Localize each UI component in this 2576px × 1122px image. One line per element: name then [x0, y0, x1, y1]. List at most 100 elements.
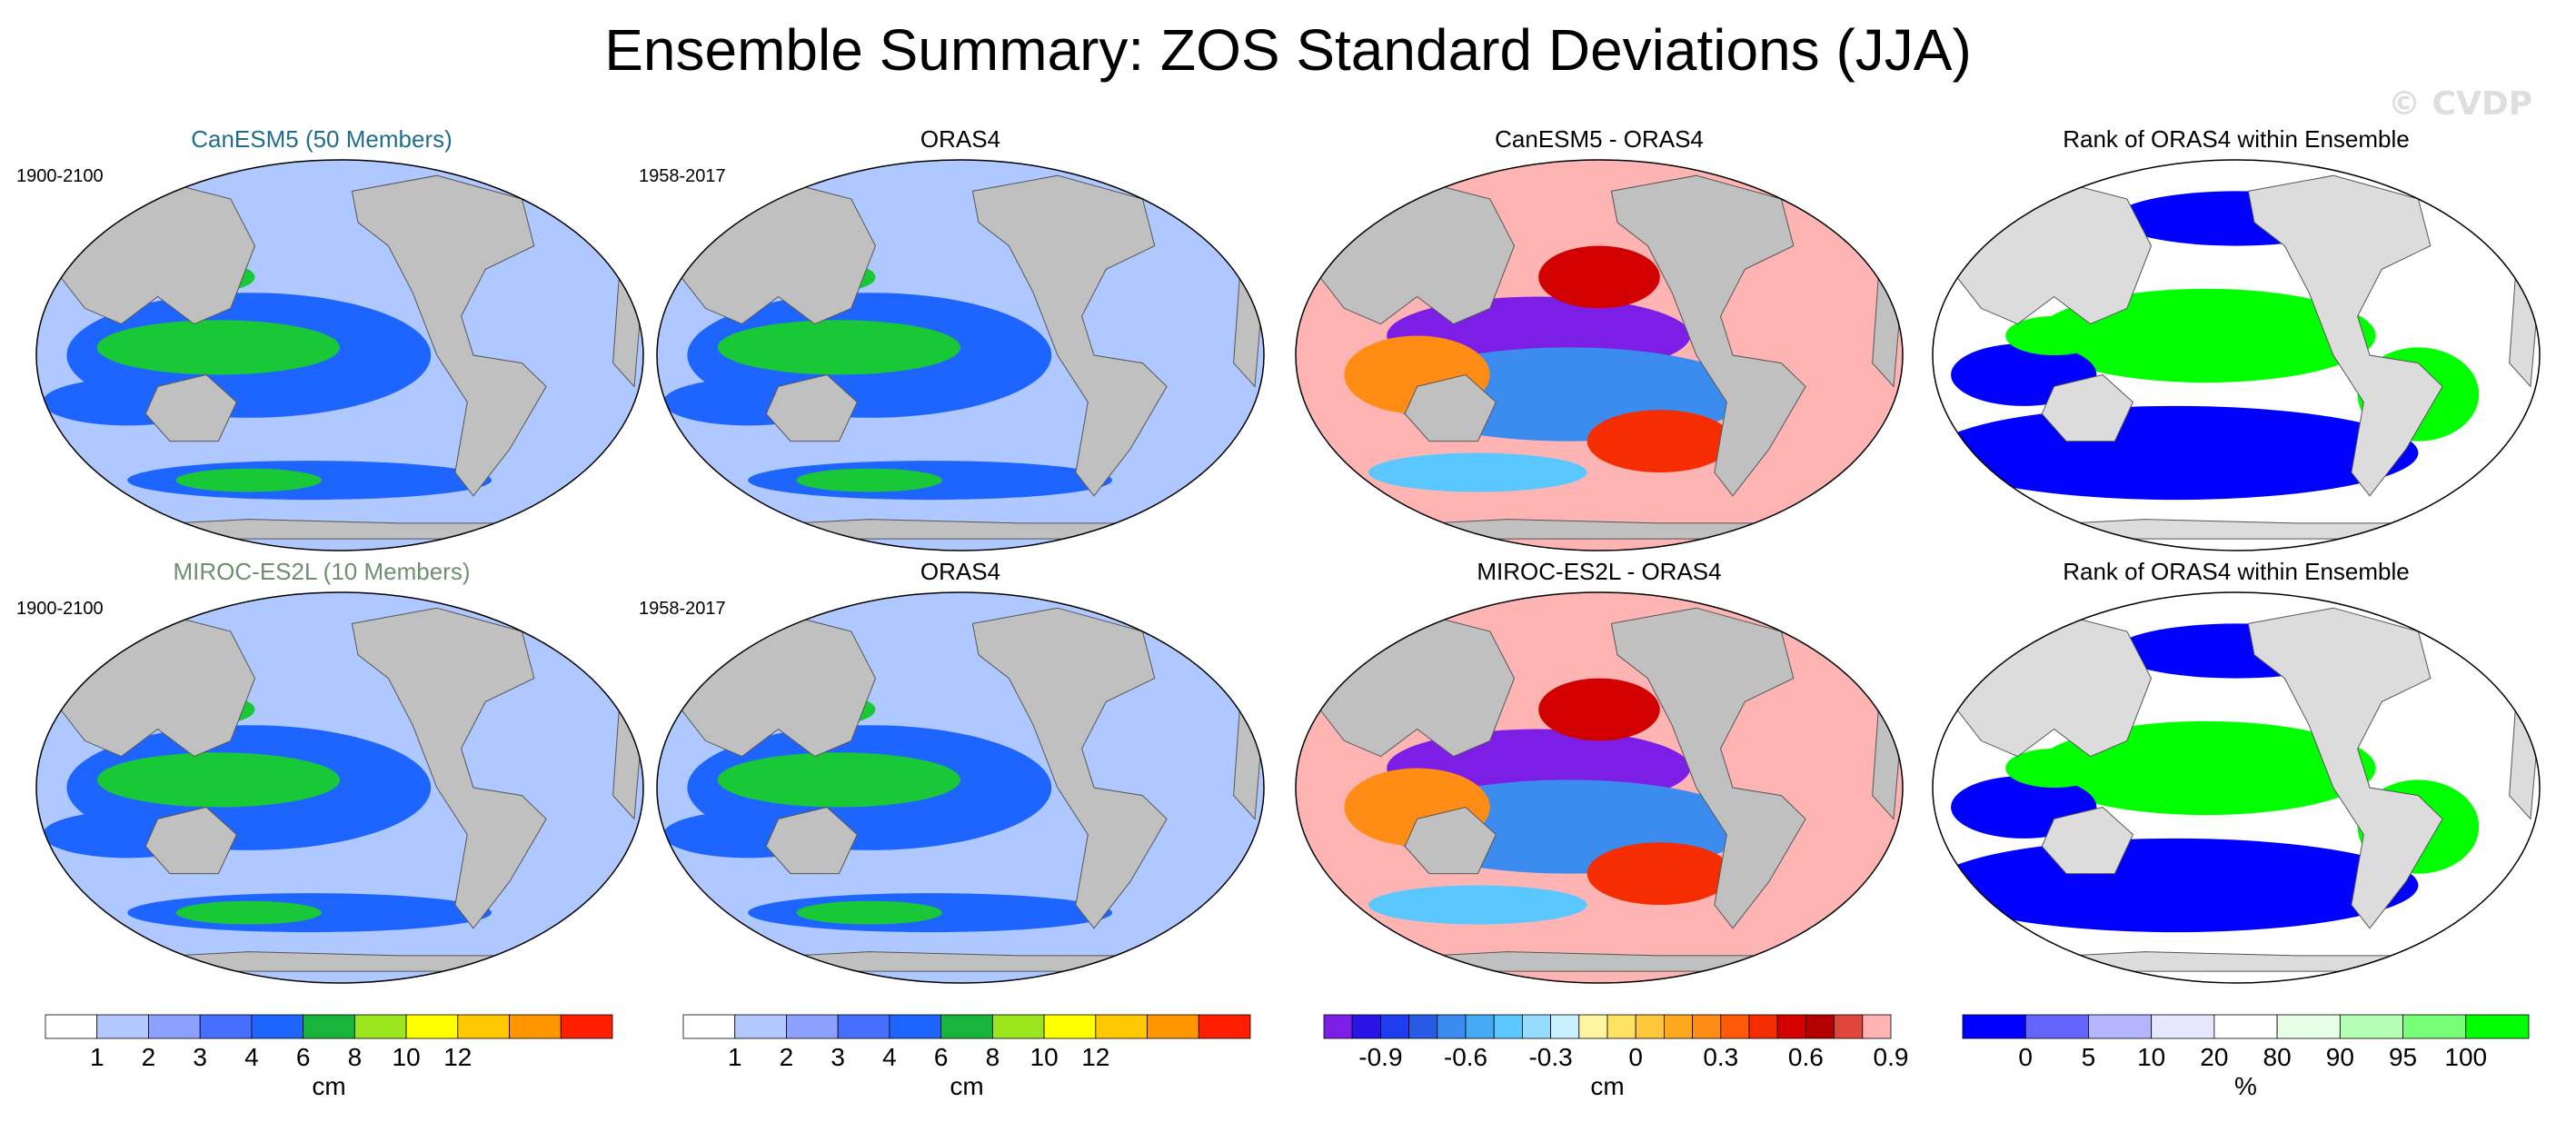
land-australia	[765, 373, 859, 442]
field-region	[96, 320, 340, 375]
colorbar-tick-label: 4	[244, 1043, 259, 1071]
colorbar-swatch	[2088, 1014, 2153, 1039]
colorbar-tick-label: -0.3	[1528, 1043, 1572, 1071]
land-antarctica	[704, 519, 1216, 540]
field-region	[96, 752, 340, 808]
colorbar-swatch	[1720, 1014, 1750, 1039]
colorbar-tick-label: 0.3	[1703, 1043, 1738, 1071]
field-region	[1586, 842, 1733, 905]
colorbar-tick-label: 1	[90, 1043, 104, 1071]
colorbar-swatch	[1465, 1014, 1495, 1039]
land-americas	[2247, 607, 2443, 929]
colorbar-tick-label: 0.9	[1874, 1043, 1909, 1071]
colorbar-swatch	[2402, 1014, 2467, 1039]
field-region	[1368, 885, 1587, 925]
map-panel: Rank of ORAS4 within Ensemble	[1932, 558, 2541, 984]
colorbar-tick-label: 6	[296, 1043, 311, 1071]
field-region	[796, 468, 942, 492]
land-americas	[971, 607, 1168, 929]
colorbar-swatch	[457, 1014, 510, 1039]
colorbar-swatch	[1805, 1014, 1835, 1039]
field-region	[2005, 316, 2104, 355]
land-americas	[2247, 174, 2443, 497]
colorbar-swatch	[837, 1014, 890, 1039]
map-panel: CanESM5 - ORAS4	[1295, 125, 1904, 551]
colorbar-swatch	[509, 1014, 562, 1039]
colorbar-swatch	[199, 1014, 253, 1039]
colorbar: 0 5 10 20 80 90 95 100%	[1962, 1014, 2530, 1100]
field-region	[175, 468, 322, 492]
colorbar-tick-label: 3	[830, 1043, 845, 1071]
panel-title: ORAS4	[920, 125, 1000, 153]
colorbar-swatch	[2213, 1014, 2278, 1039]
panel-title: ORAS4	[920, 558, 1000, 585]
colorbar-swatch	[1664, 1014, 1694, 1039]
colorbar-swatch	[2024, 1014, 2089, 1039]
colorbar-swatch	[991, 1014, 1045, 1039]
panel-title: MIROC-ES2L - ORAS4	[1477, 558, 1721, 585]
colorbar-swatch	[1522, 1014, 1552, 1039]
colorbar-swatch	[1095, 1014, 1148, 1039]
land-americas	[1610, 607, 1806, 929]
colorbar-swatch	[2151, 1014, 2215, 1039]
colorbar-swatch	[560, 1014, 613, 1039]
map-border	[1295, 591, 1904, 984]
land-antarctica	[704, 951, 1216, 972]
colorbar-tick-label: 12	[443, 1043, 472, 1071]
colorbar-swatch	[45, 1014, 98, 1039]
colorbar-tick-label: 95	[2389, 1043, 2417, 1071]
field-region	[2035, 288, 2376, 383]
land-australia	[765, 806, 859, 875]
colorbar-swatch	[1043, 1014, 1097, 1039]
colorbar-tick-label: 5	[2082, 1043, 2096, 1071]
field-region	[1538, 245, 1660, 309]
period-label: 1900-2100	[16, 166, 104, 186]
colorbar-tick-label: -0.9	[1358, 1043, 1402, 1071]
land-antarctica	[1343, 519, 1855, 540]
land-australia	[144, 373, 238, 442]
colorbar-swatch	[1862, 1014, 1892, 1039]
colorbar-swatch	[148, 1014, 201, 1039]
land-australia	[2041, 373, 2134, 442]
colorbar-swatch	[1408, 1014, 1438, 1039]
colorbar-tick-label: 4	[882, 1043, 897, 1071]
period-label: 1958-2017	[639, 599, 726, 619]
colorbar-swatch	[1606, 1014, 1636, 1039]
land-australia	[2041, 806, 2134, 875]
colorbar-tick-label: 12	[1081, 1043, 1109, 1071]
colorbar-tick-label: 10	[1030, 1043, 1059, 1071]
colorbar-tick-label: 10	[2137, 1043, 2165, 1071]
colorbar-units: cm	[312, 1072, 345, 1100]
field-region	[175, 900, 322, 925]
map-panel: MIROC-ES2L - ORAS4	[1295, 558, 1904, 984]
land-antarctica	[1980, 519, 2491, 540]
land-americas	[971, 174, 1168, 497]
colorbar-swatch	[1147, 1014, 1199, 1039]
colorbar-tick-label: 6	[934, 1043, 949, 1071]
colorbar-tick-label: 8	[986, 1043, 1000, 1071]
colorbar-tick-label: 0	[1628, 1043, 1643, 1071]
colorbar-units: cm	[1590, 1072, 1624, 1100]
field-region	[717, 752, 960, 808]
field-region	[1368, 452, 1587, 492]
colorbar-swatch	[1776, 1014, 1806, 1039]
map-panel: CanESM5 (50 Members) 1900-2100	[16, 125, 644, 551]
colorbar-tick-label: 80	[2263, 1043, 2292, 1071]
colorbar-swatch	[2276, 1014, 2341, 1039]
field-region	[796, 900, 942, 925]
field-region	[2035, 720, 2376, 816]
field-region	[1586, 410, 1733, 472]
colorbar-tick-label: 90	[2326, 1043, 2354, 1071]
period-label: 1958-2017	[639, 166, 726, 186]
colorbar-swatch	[1635, 1014, 1665, 1039]
panel-title: Rank of ORAS4 within Ensemble	[2063, 558, 2410, 585]
colorbar-swatch	[1692, 1014, 1722, 1039]
field-region	[717, 320, 960, 375]
map-border	[1295, 159, 1904, 551]
panel-title: CanESM5 - ORAS4	[1495, 125, 1704, 153]
colorbar-swatch	[2465, 1014, 2530, 1039]
colorbar-swatch	[1550, 1014, 1580, 1039]
colorbar-swatch	[1437, 1014, 1467, 1039]
colorbar-swatch	[1380, 1014, 1410, 1039]
